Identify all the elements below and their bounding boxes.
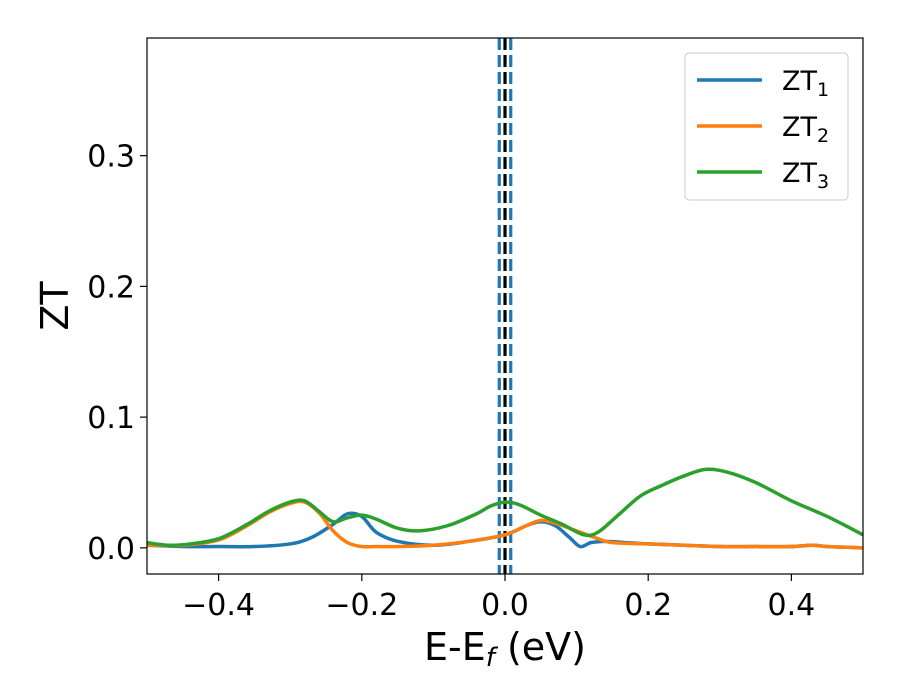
x-axis-label: E-Ef (eV) [424, 625, 586, 673]
x-axis-label-main: E-E [424, 625, 486, 669]
x-tick-label: 0.0 [481, 588, 529, 623]
y-tick-label: 0.3 [87, 140, 135, 175]
legend-label-zt1: ZT1 [782, 66, 829, 101]
legend-label-zt3: ZT3 [782, 158, 829, 193]
x-tick-label: −0.2 [325, 588, 398, 623]
legend-label-subscript: 1 [817, 79, 829, 101]
x-tick-label: −0.4 [182, 588, 255, 623]
y-axis-label: ZT [33, 281, 77, 331]
legend-label-subscript: 2 [817, 125, 829, 147]
legend-label-subscript: 3 [817, 171, 829, 193]
y-tick-label: 0.2 [87, 270, 135, 305]
legend-frame [684, 52, 849, 201]
legend-label-main: ZT [782, 158, 817, 189]
x-tick-label: 0.2 [624, 588, 672, 623]
legend-label-main: ZT [782, 112, 817, 143]
x-tick-label: 0.4 [768, 588, 816, 623]
legend-label-zt2: ZT2 [782, 112, 829, 147]
y-tick-label: 0.1 [87, 401, 135, 436]
x-axis-label-unit: (eV) [495, 625, 586, 669]
y-tick-label: 0.0 [87, 532, 135, 567]
series-line-zt3 [147, 467, 863, 548]
legend-label-main: ZT [782, 66, 817, 97]
